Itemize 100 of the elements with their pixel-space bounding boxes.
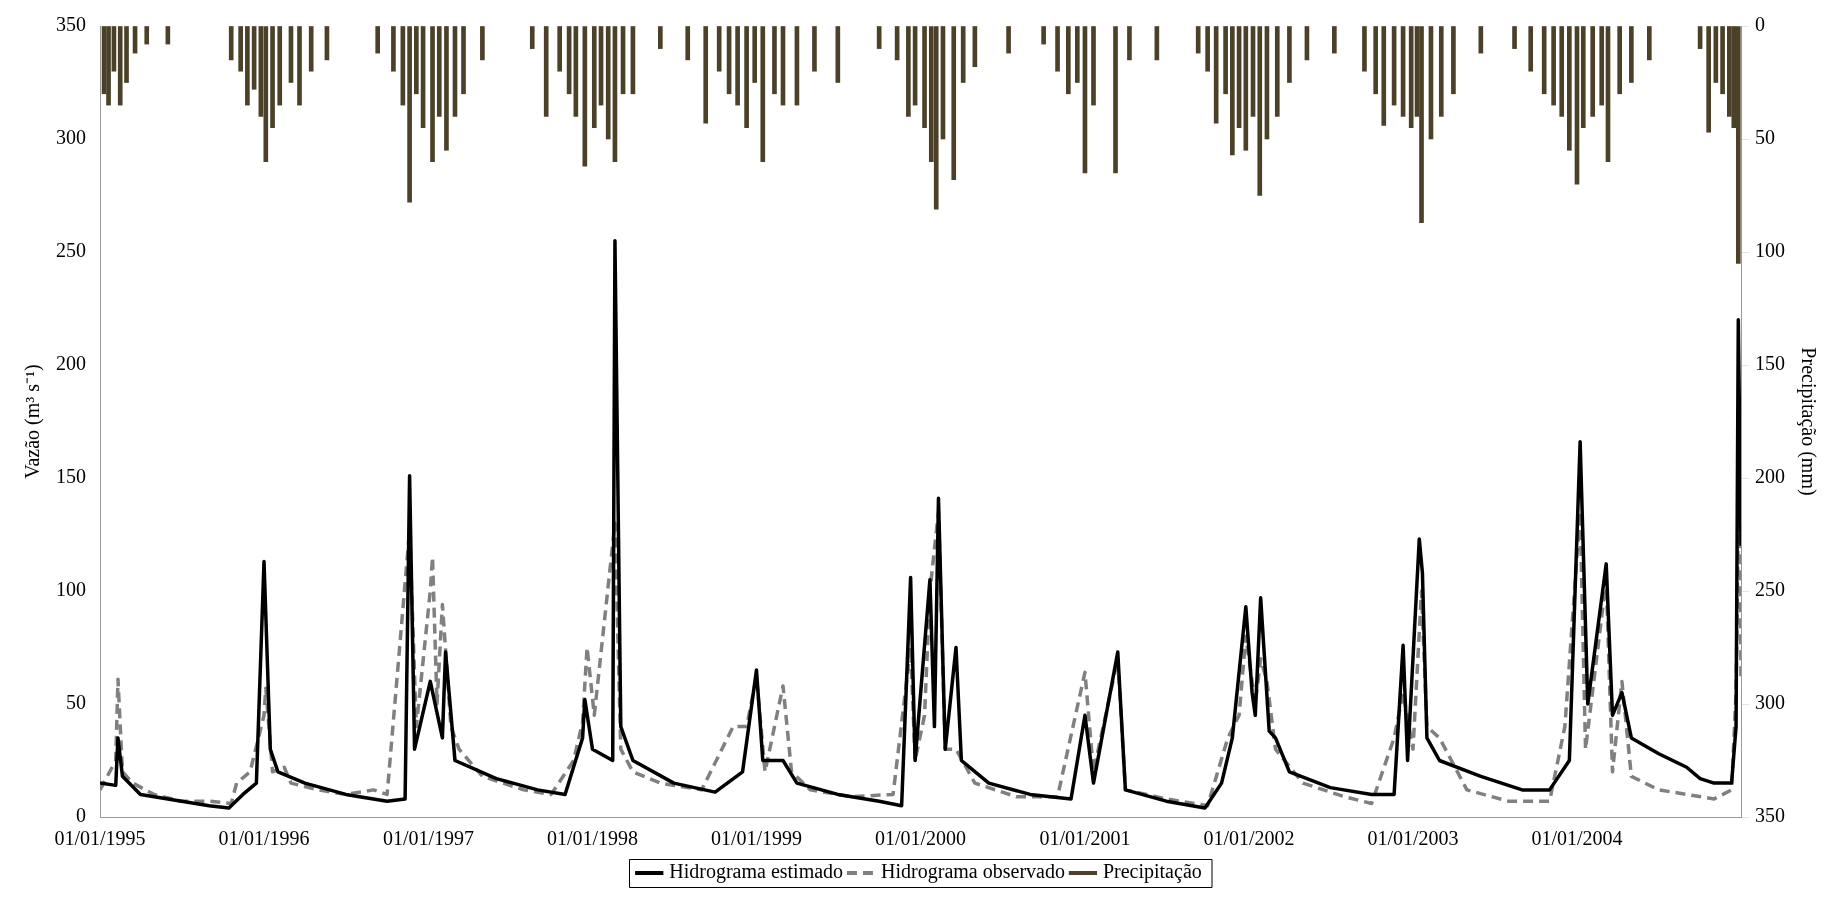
bar: [1257, 26, 1263, 196]
bar: [1528, 26, 1534, 72]
bar: [1647, 26, 1652, 61]
bar: [1617, 26, 1623, 95]
y2-tick-label: 250: [1755, 578, 1785, 601]
bar: [951, 26, 957, 181]
bar: [906, 26, 911, 117]
bar: [605, 26, 611, 140]
bar: [1223, 26, 1228, 95]
bar: [685, 26, 691, 61]
bar: [1287, 26, 1292, 83]
y2-tick-label: 350: [1755, 804, 1785, 827]
x-tick-label: 01/01/1995: [54, 827, 146, 850]
legend-label: Hidrograma estimado: [669, 860, 844, 884]
bar: [1419, 26, 1424, 223]
bar: [752, 26, 758, 83]
bar: [1127, 26, 1132, 61]
bar: [1551, 26, 1556, 106]
bar: [1041, 26, 1046, 45]
y-tick-label: 200: [56, 352, 86, 375]
x-tick-label: 01/01/1999: [710, 827, 803, 850]
bar: [245, 26, 250, 106]
y-axis-title: Vazão (m³ s⁻¹): [21, 364, 45, 479]
bar: [922, 26, 927, 129]
y2-tick-label: 150: [1755, 352, 1785, 375]
bar: [543, 26, 549, 117]
bar: [1205, 26, 1210, 72]
x-tick-label: 01/01/2000: [874, 827, 967, 850]
bar: [557, 26, 563, 72]
bar: [744, 26, 749, 129]
y-tick-label: 0: [76, 804, 86, 827]
bar: [1706, 26, 1711, 133]
bar: [144, 26, 150, 45]
bar: [735, 26, 740, 106]
bar: [228, 26, 234, 61]
bar: [308, 26, 314, 72]
bar: [1580, 26, 1586, 129]
bar: [1113, 26, 1118, 174]
bar: [436, 26, 442, 117]
bar: [812, 26, 817, 72]
y2-tick-label: 100: [1755, 239, 1785, 262]
bar: [1373, 26, 1379, 95]
bar: [1243, 26, 1249, 151]
bar: [1274, 26, 1280, 117]
bar: [270, 26, 275, 129]
bar: [1074, 26, 1080, 83]
bar: [238, 26, 243, 72]
x-tick-label: 01/01/1997: [382, 827, 475, 850]
bar: [1055, 26, 1060, 72]
x-tick-label: 01/01/2003: [1367, 827, 1459, 850]
y-tick-label: 150: [56, 465, 86, 488]
bar: [1006, 26, 1011, 54]
bar: [1230, 26, 1235, 156]
bar: [1590, 26, 1596, 117]
x-tick-label: 01/01/2002: [1203, 827, 1295, 850]
bar: [1720, 26, 1725, 95]
bar: [1567, 26, 1572, 151]
x-tick-label: 01/01/1998: [546, 827, 639, 850]
bar: [1091, 26, 1096, 106]
y-tick-label: 350: [56, 13, 86, 36]
legend-label: Precipitação: [1102, 860, 1202, 884]
bar: [414, 26, 419, 95]
legend-label: Hidrograma observado: [881, 860, 1065, 884]
x-tick-label: 01/01/1996: [218, 827, 310, 850]
bar: [1381, 26, 1387, 126]
y-tick-label: 250: [56, 239, 86, 262]
bar: [760, 26, 766, 162]
y2-axis-title: Precipitação (mm): [1796, 347, 1820, 496]
bar: [1332, 26, 1337, 54]
bar: [297, 26, 302, 106]
y2-tick-label: 0: [1755, 13, 1765, 36]
y2-tick-label: 50: [1755, 126, 1775, 149]
y2-tick-label: 200: [1755, 465, 1785, 488]
bar: [1599, 26, 1605, 106]
bar: [960, 26, 966, 83]
x-tick-label: 01/01/2004: [1531, 827, 1623, 850]
bar: [933, 26, 939, 210]
bar: [1512, 26, 1517, 49]
y2-tick-label: 300: [1755, 691, 1785, 714]
bar: [529, 26, 535, 49]
bar: [772, 26, 777, 95]
bar: [835, 26, 841, 83]
bar: [480, 26, 485, 61]
bar: [277, 26, 283, 106]
bar: [703, 26, 709, 124]
bar: [1066, 26, 1071, 95]
bar: [430, 26, 435, 162]
x-tick-label: 01/01/2001: [1039, 827, 1131, 850]
bar: [1362, 26, 1367, 72]
bar: [1541, 26, 1547, 95]
bar: [1438, 26, 1444, 117]
bar: [1629, 26, 1634, 83]
y-tick-label: 50: [66, 691, 86, 714]
bar: [263, 26, 269, 162]
bar: [375, 26, 381, 54]
bar: [1735, 26, 1741, 264]
bar: [407, 26, 412, 203]
bar: [461, 26, 466, 95]
bar: [444, 26, 449, 151]
y-tick-label: 100: [56, 578, 86, 601]
